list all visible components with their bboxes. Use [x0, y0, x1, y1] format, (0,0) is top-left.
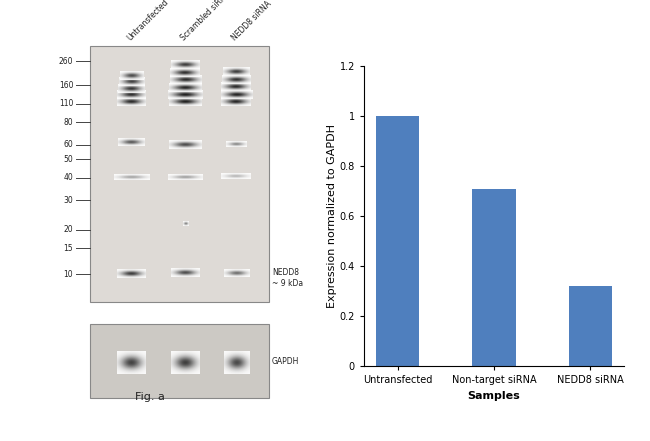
Text: NEDD8 siRNA: NEDD8 siRNA [230, 0, 273, 43]
Bar [90, 324, 269, 398]
Text: 60: 60 [64, 140, 73, 149]
Text: Fig. a: Fig. a [135, 392, 164, 402]
Bar [90, 46, 269, 302]
Text: 30: 30 [64, 196, 73, 205]
Text: 40: 40 [64, 173, 73, 183]
Bar [569, 286, 612, 366]
Text: 80: 80 [64, 118, 73, 127]
Text: 110: 110 [59, 99, 73, 108]
Bar [376, 116, 419, 366]
Text: Untransfected: Untransfected [125, 0, 170, 43]
Text: Scrambled siRNA: Scrambled siRNA [179, 0, 232, 43]
Text: 160: 160 [58, 81, 73, 90]
Text: GAPDH: GAPDH [272, 357, 300, 366]
Text: NEDD8
~ 9 kDa: NEDD8 ~ 9 kDa [272, 268, 303, 288]
X-axis label: Samples: Samples [467, 391, 521, 400]
Y-axis label: Expression normalized to GAPDH: Expression normalized to GAPDH [327, 124, 337, 308]
Text: 260: 260 [58, 57, 73, 66]
Bar [473, 189, 515, 366]
Text: 10: 10 [64, 270, 73, 279]
Text: 50: 50 [64, 155, 73, 164]
Text: 20: 20 [64, 225, 73, 234]
Text: 15: 15 [64, 244, 73, 253]
